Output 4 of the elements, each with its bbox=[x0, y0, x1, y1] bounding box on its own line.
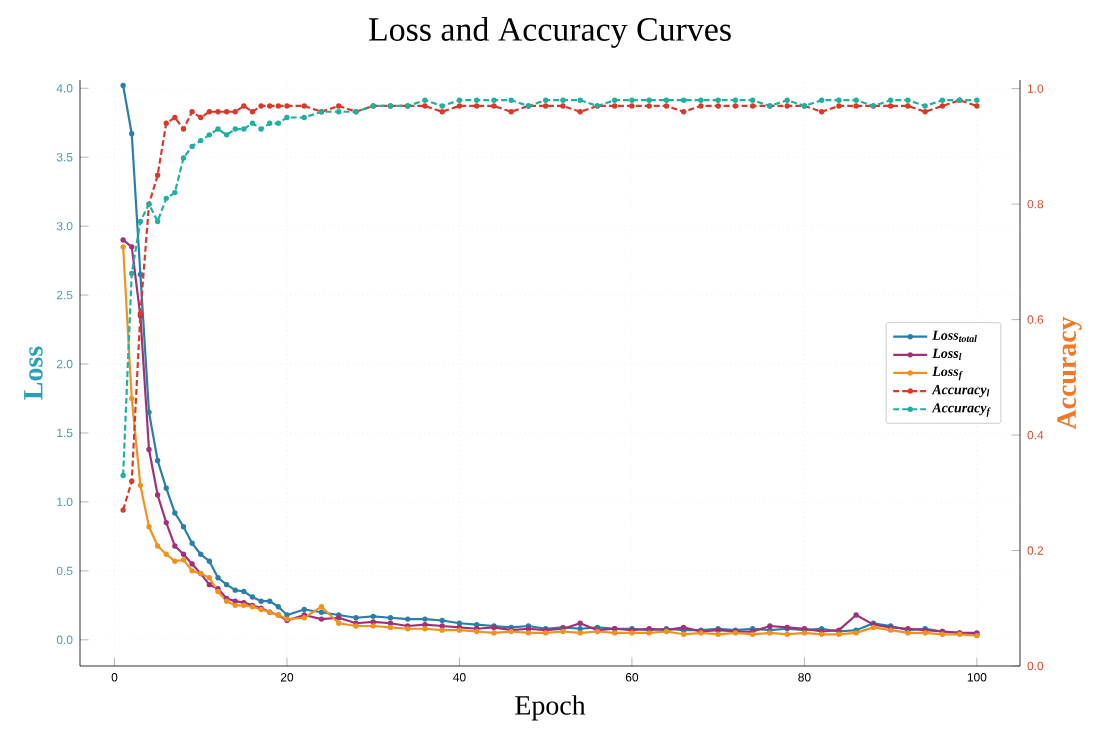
x-axis-title: Epoch bbox=[515, 695, 586, 721]
y2-axis-title: Accuracy bbox=[1057, 316, 1082, 430]
chart-title: Loss and Accuracy Curves bbox=[368, 17, 731, 48]
y-axis-title: Loss bbox=[24, 346, 43, 400]
